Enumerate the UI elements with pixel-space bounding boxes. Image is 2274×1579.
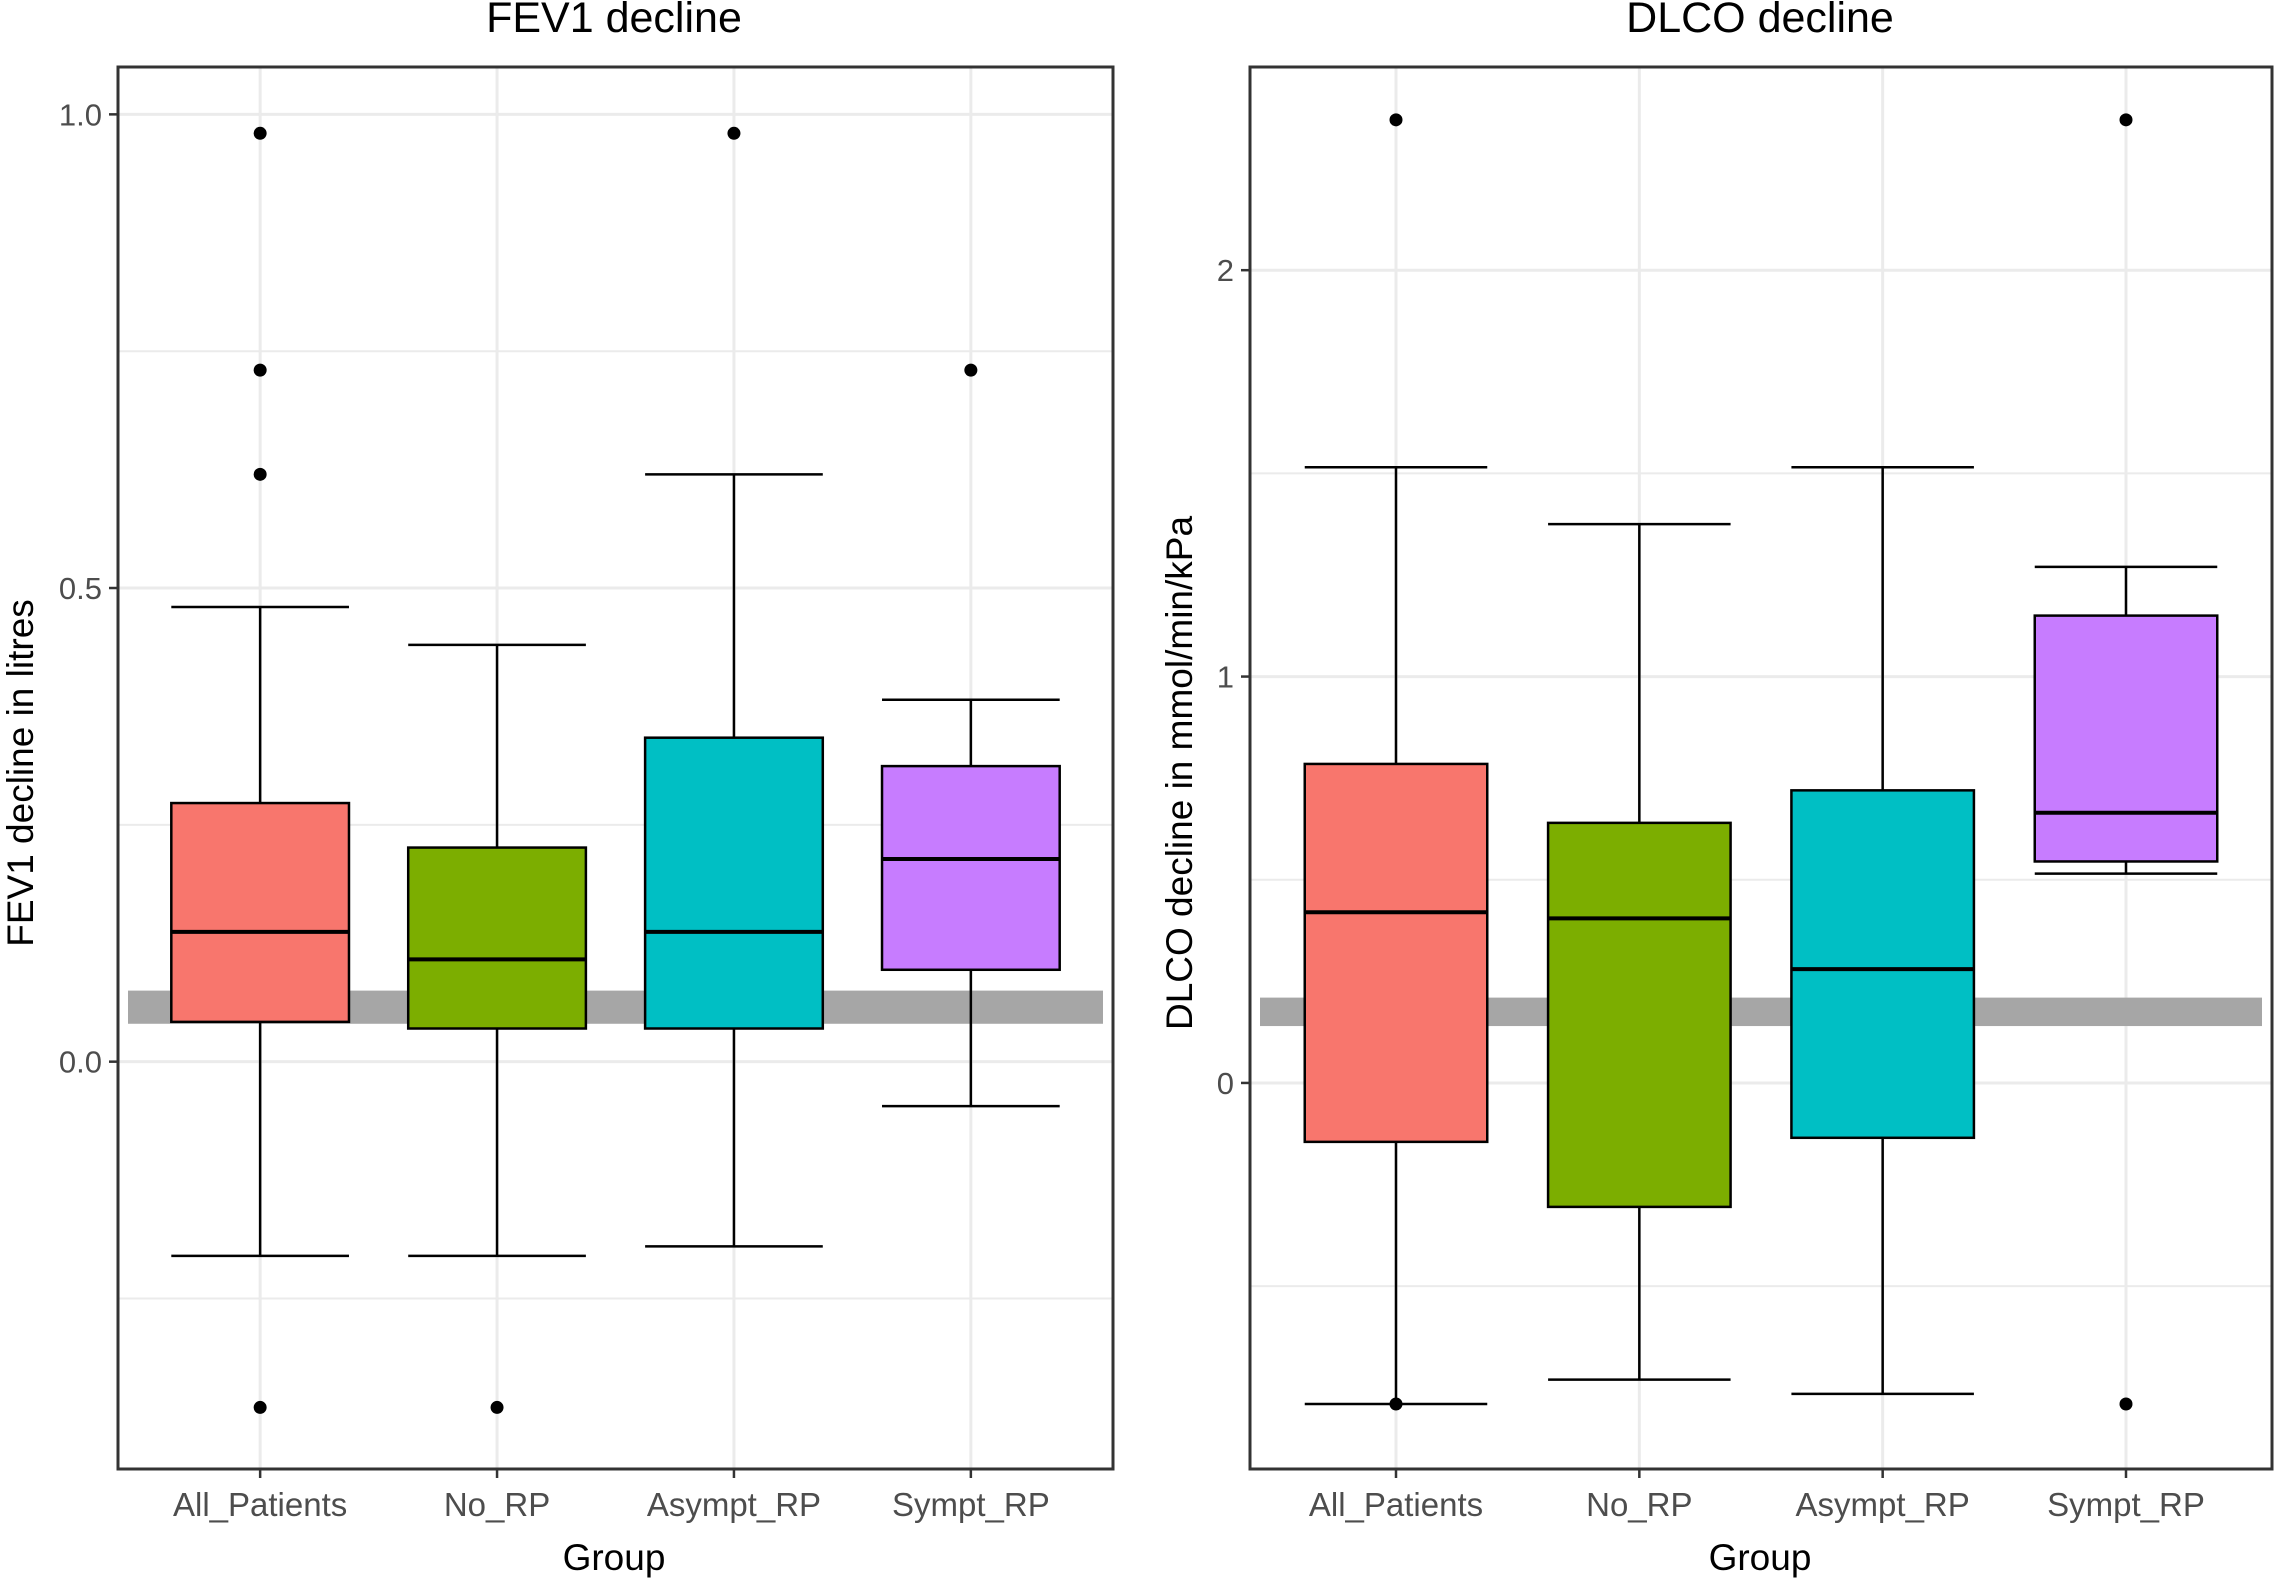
- iqr-box: [1790, 789, 1976, 1140]
- dlco-plot-area: [1248, 65, 2274, 1471]
- fev1-y-tick-label: 0.0: [59, 1045, 102, 1080]
- dlco-x-tick-label: Sympt_RP: [2047, 1486, 2205, 1523]
- outlier-point: [1389, 113, 1403, 127]
- iqr-box: [1303, 762, 1489, 1144]
- outlier-point: [253, 363, 267, 377]
- dlco-y-tick-label: 2: [1217, 253, 1234, 288]
- dlco-y-axis-label: DLCO decline in mmol/min/kPa: [1159, 516, 1200, 1030]
- iqr-box: [170, 801, 351, 1024]
- outlier-point: [253, 126, 267, 140]
- dlco-box-All_Patients: [1303, 113, 1489, 1411]
- fev1-box-Sympt_RP: [880, 363, 1061, 1108]
- fev1-box-Asympt_RP: [643, 126, 825, 1248]
- dlco-box-Sympt_RP: [2033, 113, 2219, 1411]
- outlier-point: [2119, 113, 2133, 127]
- fev1-panel-border: [116, 65, 1115, 1471]
- fev1-box-All_Patients: [170, 126, 351, 1414]
- fev1-title: FEV1 decline: [486, 0, 742, 42]
- dlco-panel-border: [1248, 65, 2274, 1471]
- dlco-box-No_RP: [1546, 522, 1732, 1381]
- iqr-box: [406, 846, 588, 1030]
- fev1-x-axis-label: Group: [563, 1537, 666, 1578]
- fev1-y-axis-label: FEV1 decline in litres: [0, 599, 41, 947]
- dlco-y-tick-label: 1: [1217, 660, 1234, 695]
- fev1-panel: FEV1 decline FEV1 decline in litres Grou…: [0, 0, 1115, 1578]
- outlier-point: [253, 1400, 267, 1414]
- iqr-box: [880, 764, 1061, 972]
- fev1-y-tick-label: 0.5: [59, 571, 102, 606]
- fev1-plot-area: [116, 65, 1115, 1471]
- iqr-box: [643, 736, 825, 1030]
- outlier-point: [964, 363, 978, 377]
- dlco-x-tick-label: Asympt_RP: [1796, 1486, 1970, 1523]
- dlco-panel: DLCO decline DLCO decline in mmol/min/kP…: [1159, 0, 2274, 1578]
- dlco-y-tick-label: 0: [1217, 1066, 1234, 1101]
- outlier-point: [253, 467, 267, 481]
- outlier-point: [1389, 1397, 1403, 1411]
- fev1-x-tick-label: Sympt_RP: [892, 1486, 1050, 1523]
- dlco-x-axis-label: Group: [1709, 1537, 1812, 1578]
- fev1-x-tick-label: Asympt_RP: [647, 1486, 821, 1523]
- dlco-x-tick-label: No_RP: [1586, 1486, 1692, 1523]
- outlier-point: [2119, 1397, 2133, 1411]
- fev1-box-No_RP: [406, 643, 588, 1414]
- dlco-box-Asympt_RP: [1790, 466, 1976, 1396]
- dlco-x-tick-label: All_Patients: [1309, 1486, 1483, 1523]
- dlco-title: DLCO decline: [1626, 0, 1894, 42]
- fev1-x-tick-label: No_RP: [444, 1486, 550, 1523]
- iqr-box: [2033, 614, 2219, 863]
- fev1-y-tick-label: 1.0: [59, 97, 102, 132]
- fev1-x-tick-label: All_Patients: [173, 1486, 347, 1523]
- outlier-point: [490, 1400, 504, 1414]
- iqr-box: [1546, 821, 1732, 1209]
- outlier-point: [727, 126, 741, 140]
